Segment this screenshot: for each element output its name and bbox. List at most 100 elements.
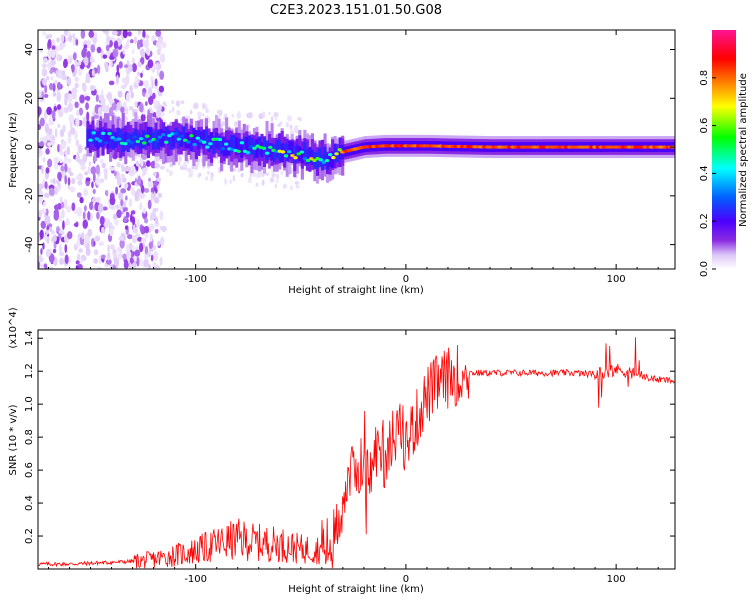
heatmap-cell (140, 72, 143, 78)
heatmap-cell (82, 211, 86, 220)
heatmap-cell (318, 158, 323, 162)
heatmap-cell (157, 135, 163, 139)
heatmap-cell (116, 127, 120, 145)
heatmap-cell (167, 133, 172, 138)
heatmap-cell (101, 226, 105, 234)
heatmap-cell (248, 176, 252, 184)
heatmap-cell (158, 105, 162, 109)
heatmap-cell (51, 109, 56, 119)
heatmap-cell (128, 242, 133, 251)
heatmap-cell (54, 79, 58, 86)
heatmap-cell (155, 216, 159, 225)
heatmap-cell (192, 142, 197, 147)
heatmap-cell (156, 177, 162, 182)
heatmap-cell (129, 141, 134, 145)
heatmap-cell (83, 188, 89, 197)
heatmap-cell (109, 58, 113, 68)
heatmap-cell (106, 131, 110, 149)
heatmap-cell (126, 133, 130, 153)
y-tick-label: 0.8 (24, 429, 35, 445)
heatmap-cell (217, 136, 221, 150)
heatmap-cell (46, 225, 50, 231)
heatmap-cell (79, 196, 84, 204)
heatmap-cell (102, 54, 108, 59)
heatmap-cell (173, 131, 178, 136)
heatmap-cell (189, 134, 193, 152)
heatmap-cell (255, 138, 259, 158)
heatmap-cell (246, 151, 251, 155)
heatmap-cell (204, 129, 209, 149)
heatmap-cell (58, 215, 63, 223)
heatmap-cell (95, 94, 99, 103)
heatmap-cell (47, 158, 53, 168)
heatmap-cell (129, 257, 134, 264)
heatmap-cell (116, 64, 120, 73)
heatmap-cell (44, 233, 48, 242)
heatmap-cell (121, 177, 127, 183)
heatmap-cell (135, 160, 140, 167)
heatmap-cell (308, 146, 312, 164)
heatmap-cell (112, 49, 118, 58)
heatmap-cell (109, 129, 113, 149)
heatmap-cell (50, 60, 57, 66)
heatmap-cell (289, 124, 293, 130)
heatmap-cell (280, 150, 286, 154)
heatmap-cell (46, 236, 50, 245)
heatmap-cell (42, 57, 48, 63)
heatmap-cell (109, 244, 115, 250)
heatmap-cell (64, 243, 68, 254)
heatmap-cell (119, 129, 123, 147)
heatmap-cell (57, 144, 60, 153)
heatmap-cell (67, 93, 73, 103)
heatmap-cell (82, 116, 87, 126)
heatmap-cell (38, 260, 41, 269)
heatmap-cell (68, 114, 75, 123)
heatmap-cell (149, 127, 153, 144)
heatmap-cell (169, 131, 173, 150)
heatmap-cell (222, 137, 226, 157)
heatmap-cell (124, 207, 128, 212)
heatmap-cell (261, 146, 267, 150)
heatmap-cell (195, 136, 200, 140)
heatmap-cell (122, 48, 126, 55)
heatmap-cell (105, 93, 111, 99)
heatmap-cell (67, 31, 71, 37)
heatmap-cell (58, 109, 64, 118)
heatmap-cell (131, 63, 137, 73)
heatmap-cell (39, 191, 44, 198)
heatmap-cell (262, 137, 267, 156)
heatmap-cell (106, 104, 110, 114)
heatmap-cell (59, 151, 65, 156)
heatmap-cell (60, 165, 65, 172)
heatmap-cell (143, 40, 149, 49)
heatmap-cell (101, 132, 105, 147)
heatmap-cell (197, 161, 200, 166)
heatmap-cell (52, 92, 57, 97)
heatmap-cell (81, 48, 87, 58)
heatmap-cell (97, 106, 103, 116)
colorbar-tick-label: 0.2 (699, 213, 710, 229)
heatmap-cell (141, 167, 148, 173)
heatmap-cell (88, 138, 93, 142)
heatmap-cell (87, 210, 91, 221)
heatmap-cell (179, 132, 183, 147)
heatmap-cell (144, 217, 149, 224)
heatmap-cell (295, 144, 299, 161)
heatmap-cell (83, 56, 89, 66)
heatmap-cell (209, 132, 214, 149)
heatmap-cell (83, 44, 88, 49)
heatmap-cell (249, 145, 254, 149)
heatmap-cell (261, 179, 265, 186)
heatmap-cell (59, 196, 63, 204)
heatmap-cell (59, 243, 62, 254)
heatmap-cell (220, 147, 226, 151)
heatmap-cell (300, 149, 304, 164)
heatmap-cell (41, 165, 44, 175)
heatmap-cell (44, 215, 51, 225)
heatmap-cell (305, 149, 309, 165)
heatmap-cell (109, 166, 115, 171)
heatmap-cell (267, 143, 272, 158)
heatmap-cell (124, 115, 129, 123)
heatmap-cell (119, 238, 125, 249)
heatmap-cell (121, 77, 125, 84)
